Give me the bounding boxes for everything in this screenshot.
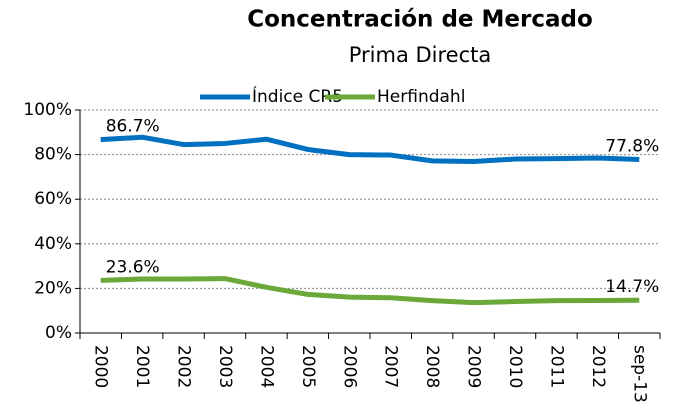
- x-tick-label: 2009: [464, 345, 484, 388]
- data-label: 14.7%: [605, 277, 659, 297]
- x-tick-label: 2001: [132, 345, 152, 388]
- chart-title: Concentración de Mercado: [247, 7, 593, 33]
- series-line: [100, 276, 640, 306]
- legend-label: Herfindahl: [377, 87, 465, 107]
- x-tick-label: 2002: [174, 345, 194, 388]
- x-tick-label: 2005: [298, 345, 318, 388]
- y-tick-label: 40%: [34, 234, 72, 254]
- y-tick-label: 0%: [45, 323, 72, 343]
- x-tick-label: 2004: [256, 345, 276, 388]
- y-tick-label: 100%: [23, 100, 72, 120]
- x-tick-label: 2003: [215, 345, 235, 388]
- x-tick-label: 2008: [422, 345, 442, 388]
- data-label: 23.6%: [106, 257, 160, 277]
- x-tick-label: 2000: [91, 345, 111, 388]
- chart-subtitle: Prima Directa: [349, 43, 492, 67]
- legend-label: Índice CR5: [252, 85, 343, 107]
- data-label: 86.7%: [106, 117, 160, 137]
- y-tick-label: 80%: [34, 145, 72, 165]
- y-tick-label: 60%: [34, 189, 72, 209]
- x-tick-label: 2011: [546, 345, 566, 388]
- x-tick-label: 2007: [381, 345, 401, 388]
- data-label: 77.8%: [605, 137, 659, 157]
- x-tick-label: 2010: [505, 345, 525, 388]
- y-tick-label: 20%: [34, 278, 72, 298]
- series-line: [100, 134, 640, 165]
- x-tick-label: sep-13: [629, 345, 649, 403]
- x-tick-label: 2006: [339, 345, 359, 388]
- x-tick-label: 2012: [588, 345, 608, 388]
